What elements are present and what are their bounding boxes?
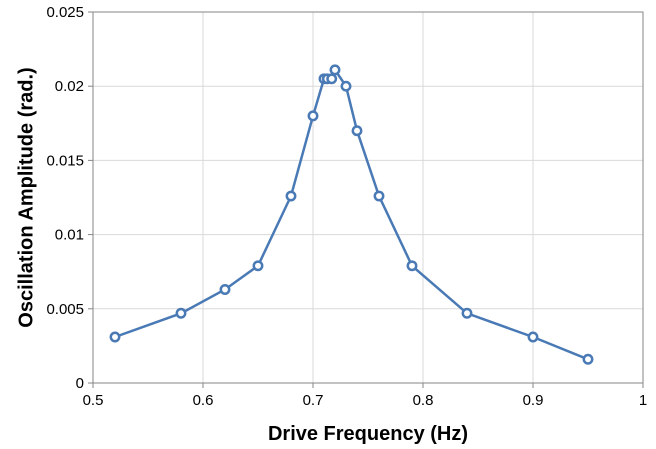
plot-area <box>92 11 644 384</box>
x-tick-label: 0.6 <box>193 392 214 409</box>
data-points <box>109 64 594 365</box>
y-tick-label: 0 <box>76 375 84 392</box>
data-point <box>582 353 594 365</box>
x-axis-ticks: 0.5 0.6 0.7 0.8 0.9 1 <box>83 383 647 409</box>
y-tick-label: 0.005 <box>46 301 84 318</box>
y-axis-title: Oscillation Amplitude (rad.) <box>15 67 37 327</box>
data-point <box>175 307 187 319</box>
y-tick-label: 0.02 <box>55 78 84 95</box>
data-point <box>219 284 231 295</box>
x-tick-label: 0.9 <box>523 392 544 409</box>
data-point <box>326 73 338 85</box>
x-tick-label: 0.7 <box>303 392 324 409</box>
x-tick-label: 0.8 <box>413 392 434 409</box>
x-axis-title: Drive Frequency (Hz) <box>268 423 468 445</box>
grid <box>92 11 644 384</box>
data-point <box>329 64 341 76</box>
data-point <box>109 331 121 343</box>
y-tick-label: 0.015 <box>46 152 84 169</box>
y-tick-label: 0.01 <box>55 227 84 244</box>
data-point <box>252 260 264 272</box>
data-point <box>406 260 418 272</box>
data-point <box>373 190 385 202</box>
data-point <box>351 125 363 137</box>
x-tick-label: 1 <box>639 392 647 409</box>
y-axis-ticks: 0 0.005 0.01 0.015 0.02 0.025 <box>46 4 93 392</box>
data-point <box>307 110 319 122</box>
series-line <box>114 67 589 361</box>
data-point <box>461 307 473 319</box>
data-point <box>340 80 352 92</box>
y-tick-label: 0.025 <box>46 4 84 21</box>
data-point <box>285 190 297 202</box>
data-point <box>527 331 539 343</box>
x-tick-label: 0.5 <box>83 392 104 409</box>
